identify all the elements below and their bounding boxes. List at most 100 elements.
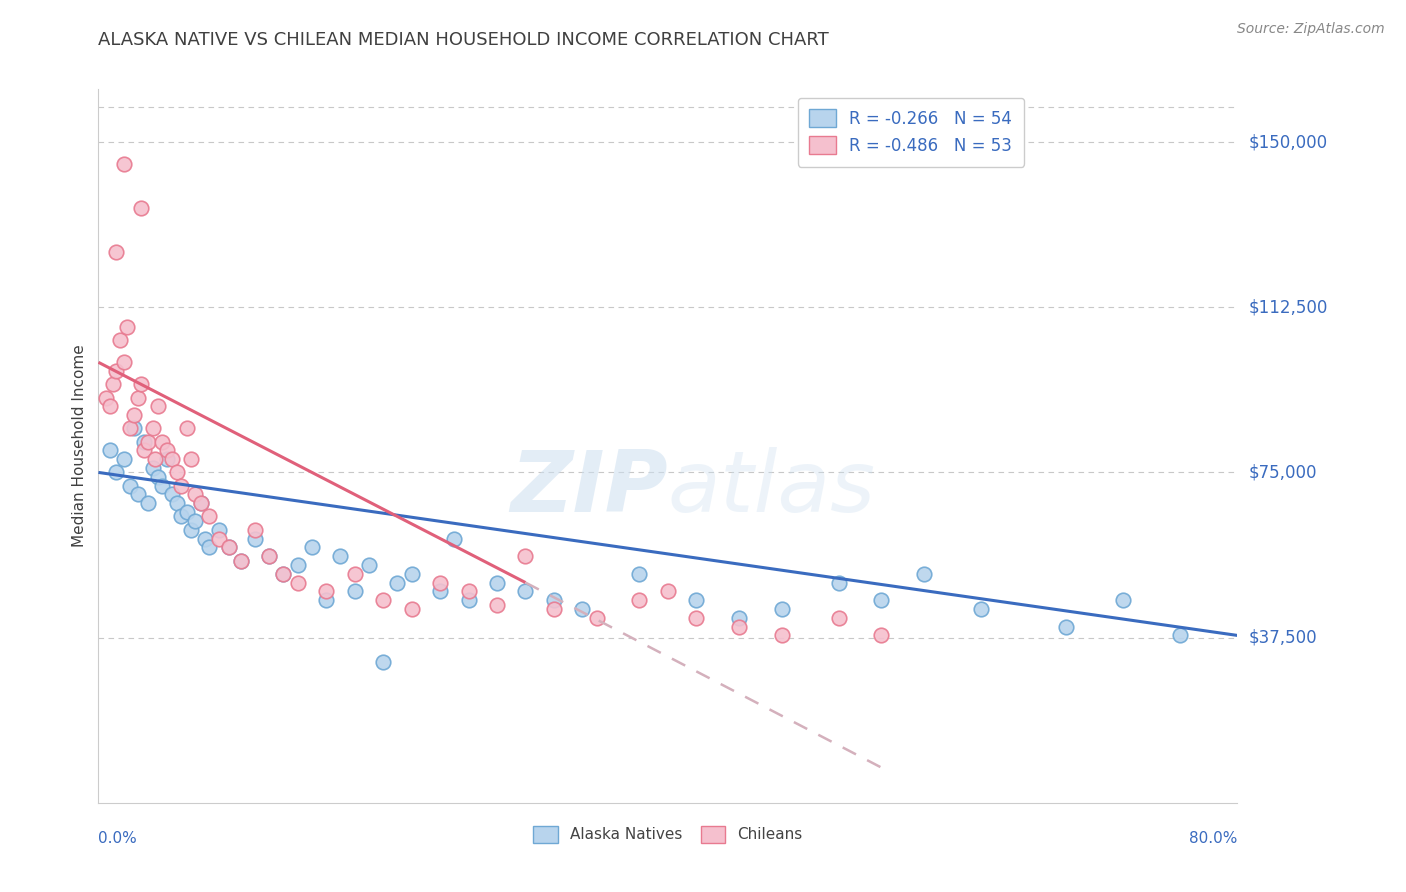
Point <box>198 541 221 555</box>
Point <box>122 421 145 435</box>
Point <box>118 421 141 435</box>
Point <box>170 509 193 524</box>
Point <box>98 443 121 458</box>
Point <box>628 566 651 581</box>
Point <box>870 593 893 607</box>
Point <box>357 558 380 572</box>
Point <box>1056 619 1078 633</box>
Point <box>136 434 159 449</box>
Point <box>387 575 409 590</box>
Text: ZIP: ZIP <box>510 447 668 531</box>
Point <box>184 487 207 501</box>
Text: $150,000: $150,000 <box>1249 133 1327 151</box>
Point <box>1170 628 1192 642</box>
Point <box>115 320 138 334</box>
Point <box>329 549 352 563</box>
Point <box>543 593 565 607</box>
Point <box>136 496 159 510</box>
Point <box>259 549 281 563</box>
Text: Source: ZipAtlas.com: Source: ZipAtlas.com <box>1237 22 1385 37</box>
Point <box>170 478 193 492</box>
Point <box>229 553 252 567</box>
Point <box>127 487 149 501</box>
Point <box>315 584 337 599</box>
Point <box>429 575 451 590</box>
Point <box>141 461 163 475</box>
Point <box>180 523 202 537</box>
Point <box>373 593 395 607</box>
Point <box>571 602 593 616</box>
Point <box>828 611 851 625</box>
Point <box>770 602 793 616</box>
Point <box>443 532 465 546</box>
Text: 80.0%: 80.0% <box>1189 831 1237 847</box>
Point <box>373 655 395 669</box>
Point <box>229 553 252 567</box>
Point <box>127 391 149 405</box>
Point <box>515 584 537 599</box>
Point <box>287 558 309 572</box>
Point <box>243 532 266 546</box>
Point <box>129 377 152 392</box>
Point <box>543 602 565 616</box>
Point <box>1112 593 1135 607</box>
Point <box>112 452 135 467</box>
Point <box>486 575 509 590</box>
Point <box>162 487 184 501</box>
Point <box>287 575 309 590</box>
Point <box>141 421 163 435</box>
Point <box>970 602 993 616</box>
Point <box>685 611 707 625</box>
Point <box>162 452 184 467</box>
Point <box>104 466 127 480</box>
Point <box>152 478 174 492</box>
Point <box>194 532 217 546</box>
Point <box>94 391 117 405</box>
Point <box>657 584 679 599</box>
Point <box>156 452 179 467</box>
Point <box>132 434 155 449</box>
Legend: Alaska Natives, Chileans: Alaska Natives, Chileans <box>527 820 808 848</box>
Point <box>132 443 155 458</box>
Point <box>98 400 121 414</box>
Point <box>273 566 295 581</box>
Text: 0.0%: 0.0% <box>98 831 138 847</box>
Point <box>180 452 202 467</box>
Point <box>515 549 537 563</box>
Text: $37,500: $37,500 <box>1249 629 1317 647</box>
Point <box>152 434 174 449</box>
Point <box>148 470 170 484</box>
Point <box>122 408 145 422</box>
Point <box>912 566 935 581</box>
Point <box>176 505 198 519</box>
Point <box>118 478 141 492</box>
Point <box>486 598 509 612</box>
Point <box>457 593 479 607</box>
Point <box>112 157 135 171</box>
Point <box>243 523 266 537</box>
Point <box>343 566 366 581</box>
Point <box>208 523 231 537</box>
Point <box>301 541 323 555</box>
Text: $75,000: $75,000 <box>1249 464 1317 482</box>
Point <box>101 377 124 392</box>
Point <box>315 593 337 607</box>
Point <box>104 245 127 260</box>
Point <box>198 509 221 524</box>
Point <box>104 364 127 378</box>
Point <box>184 514 207 528</box>
Point <box>208 532 231 546</box>
Point <box>828 575 851 590</box>
Text: ALASKA NATIVE VS CHILEAN MEDIAN HOUSEHOLD INCOME CORRELATION CHART: ALASKA NATIVE VS CHILEAN MEDIAN HOUSEHOL… <box>98 31 830 49</box>
Point <box>112 355 135 369</box>
Point <box>108 333 131 347</box>
Point <box>145 452 167 467</box>
Point <box>190 496 212 510</box>
Point <box>770 628 793 642</box>
Point <box>273 566 295 581</box>
Point <box>728 611 751 625</box>
Point <box>218 541 240 555</box>
Point <box>457 584 479 599</box>
Point <box>166 466 188 480</box>
Y-axis label: Median Household Income: Median Household Income <box>72 344 87 548</box>
